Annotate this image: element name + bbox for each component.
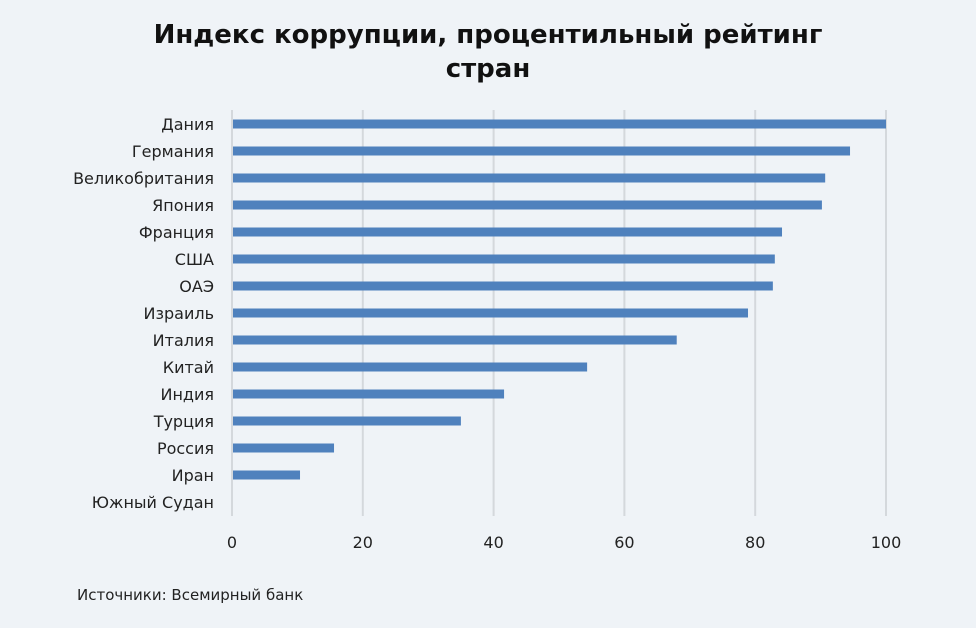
bar xyxy=(233,443,335,453)
y-category-label: Иран xyxy=(172,466,214,485)
bar xyxy=(233,335,677,345)
bar xyxy=(233,254,775,264)
bar xyxy=(233,119,886,129)
bar xyxy=(233,416,461,426)
bar xyxy=(233,470,301,480)
bar xyxy=(233,389,505,399)
x-tick-label: 100 xyxy=(871,533,902,552)
y-category-label: Китай xyxy=(163,358,214,377)
y-category-label: Дания xyxy=(161,115,214,134)
bar xyxy=(233,281,773,291)
x-tick-label: 80 xyxy=(745,533,765,552)
chart-title-line-2: стран xyxy=(445,54,531,84)
bar xyxy=(233,200,822,210)
bar xyxy=(233,146,851,156)
x-tick-label: 60 xyxy=(614,533,634,552)
x-tick-label: 20 xyxy=(353,533,373,552)
y-category-label: Германия xyxy=(132,142,214,161)
y-category-label: Индия xyxy=(160,385,214,404)
y-category-label: Россия xyxy=(157,439,214,458)
y-category-label: Израиль xyxy=(144,304,215,323)
bar xyxy=(233,362,588,372)
y-category-label: Великобритания xyxy=(73,169,214,188)
bar xyxy=(233,227,783,237)
source-note: Источники: Всемирный банк xyxy=(77,586,304,604)
y-category-label: Италия xyxy=(153,331,214,350)
y-category-label: ОАЭ xyxy=(179,277,214,296)
bar xyxy=(233,173,826,183)
chart-title-line-1: Индекс коррупции, процентильный рейтинг xyxy=(153,20,823,50)
y-category-label: США xyxy=(175,250,214,269)
bar xyxy=(233,308,749,318)
y-category-label: Южный Судан xyxy=(92,493,214,512)
x-tick-label: 0 xyxy=(227,533,237,552)
y-category-label: Япония xyxy=(152,196,214,215)
chart-title: Индекс коррупции, процентильный рейтинг … xyxy=(0,18,976,86)
y-category-label: Франция xyxy=(139,223,214,242)
x-tick-label: 40 xyxy=(483,533,503,552)
y-category-label: Турция xyxy=(153,412,214,431)
